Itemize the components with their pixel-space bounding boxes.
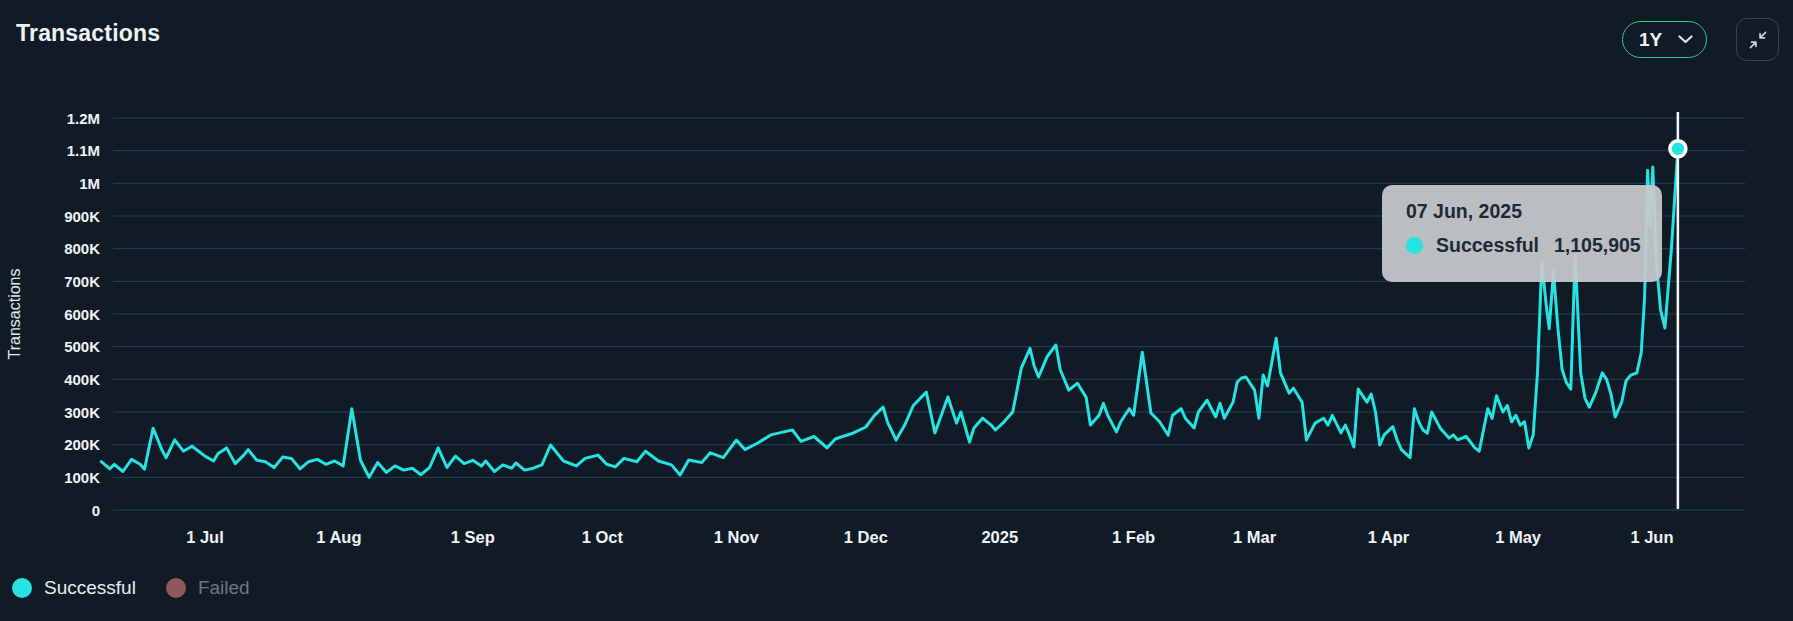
successful-legend-dot-icon: [12, 578, 32, 598]
y-tick-label: 400K: [64, 371, 100, 388]
x-tick-label: 1 Mar: [1233, 528, 1277, 546]
y-tick-label: 0: [92, 502, 100, 519]
x-tick-label: 1 Jun: [1630, 528, 1673, 546]
y-tick-label: 700K: [64, 273, 100, 290]
y-tick-label: 200K: [64, 436, 100, 453]
y-tick-label: 1.1M: [67, 142, 100, 159]
x-tick-label: 1 Dec: [844, 528, 888, 546]
legend-label: Failed: [198, 577, 250, 599]
x-tick-label: 1 Jul: [186, 528, 224, 546]
x-tick-label: 1 Oct: [582, 528, 624, 546]
legend-item-failed[interactable]: Failed: [166, 577, 250, 599]
chart-legend: Successful Failed: [12, 577, 250, 599]
successful-dot-icon: [1406, 237, 1423, 254]
legend-label: Successful: [44, 577, 136, 599]
x-tick-label: 1 May: [1495, 528, 1542, 546]
y-tick-label: 500K: [64, 338, 100, 355]
legend-item-successful[interactable]: Successful: [12, 577, 136, 599]
x-tick-label: 1 Feb: [1112, 528, 1155, 546]
transactions-panel: { "header": { "title": "Transactions", "…: [0, 0, 1793, 621]
y-tick-label: 100K: [64, 469, 100, 486]
x-tick-label: 1 Nov: [714, 528, 760, 546]
x-tick-label: 2025: [981, 528, 1018, 546]
y-tick-label: 800K: [64, 240, 100, 257]
failed-legend-dot-icon: [166, 578, 186, 598]
chart-tooltip: 07 Jun, 2025 Successful 1,105,905: [1382, 185, 1662, 282]
y-tick-label: 900K: [64, 208, 100, 225]
y-tick-label: 1M: [79, 175, 100, 192]
y-tick-label: 300K: [64, 404, 100, 421]
y-tick-label: 1.2M: [67, 110, 100, 127]
y-axis-title: Transactions: [6, 269, 23, 360]
tooltip-series-label: Successful: [1436, 234, 1539, 257]
data-point-marker[interactable]: [1670, 141, 1686, 157]
x-tick-label: 1 Aug: [316, 528, 361, 546]
x-tick-label: 1 Apr: [1368, 528, 1410, 546]
x-tick-label: 1 Sep: [451, 528, 495, 546]
y-tick-label: 600K: [64, 306, 100, 323]
tooltip-value: 1,105,905: [1554, 234, 1641, 257]
tooltip-date: 07 Jun, 2025: [1406, 200, 1662, 223]
